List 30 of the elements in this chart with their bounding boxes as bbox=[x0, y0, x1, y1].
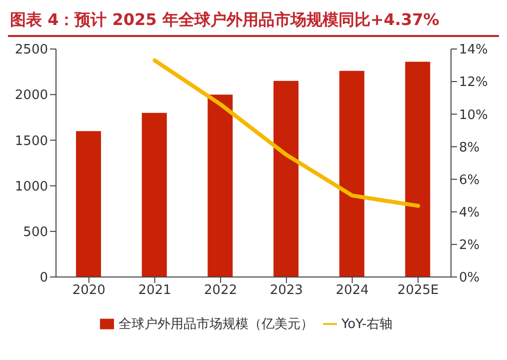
y-tick-label: 1000 bbox=[14, 179, 48, 194]
y2-tick-label: 8% bbox=[459, 140, 480, 156]
y-tick-label: 2500 bbox=[14, 42, 48, 58]
y-tick-label: 500 bbox=[23, 225, 48, 240]
y2-tick-label: 12% bbox=[459, 75, 488, 90]
chart-title: 图表 4：预计 2025 年全球户外用品市场规模同比+4.37% bbox=[8, 8, 499, 37]
bar bbox=[76, 131, 101, 277]
y-tick-label: 0 bbox=[40, 270, 48, 286]
bar bbox=[208, 94, 233, 277]
y2-tick-label: 0% bbox=[459, 270, 480, 286]
y2-tick-label: 6% bbox=[459, 172, 480, 188]
y2-tick-label: 4% bbox=[459, 205, 480, 220]
x-tick-label: 2022 bbox=[204, 283, 238, 298]
x-tick-label: 2023 bbox=[270, 283, 303, 298]
y-tick-label: 2000 bbox=[14, 88, 48, 104]
x-tick-label: 2020 bbox=[72, 283, 106, 298]
bar bbox=[274, 80, 298, 277]
x-tick-label: 2021 bbox=[138, 283, 172, 298]
y2-tick-label: 2% bbox=[459, 238, 480, 254]
bar bbox=[339, 70, 364, 277]
bar bbox=[142, 112, 167, 277]
line-series bbox=[152, 58, 420, 208]
legend-label: 全球户外用品市场规模（亿美元） bbox=[118, 317, 314, 332]
bar bbox=[405, 62, 430, 277]
y-tick-label: 1500 bbox=[14, 134, 48, 149]
x-tick-label: 2024 bbox=[336, 283, 369, 298]
y2-tick-label: 10% bbox=[459, 108, 488, 123]
legend-label: YoY-右轴 bbox=[341, 317, 393, 332]
x-tick-label: 2025E bbox=[397, 283, 439, 298]
y2-tick-label: 14% bbox=[459, 42, 488, 58]
